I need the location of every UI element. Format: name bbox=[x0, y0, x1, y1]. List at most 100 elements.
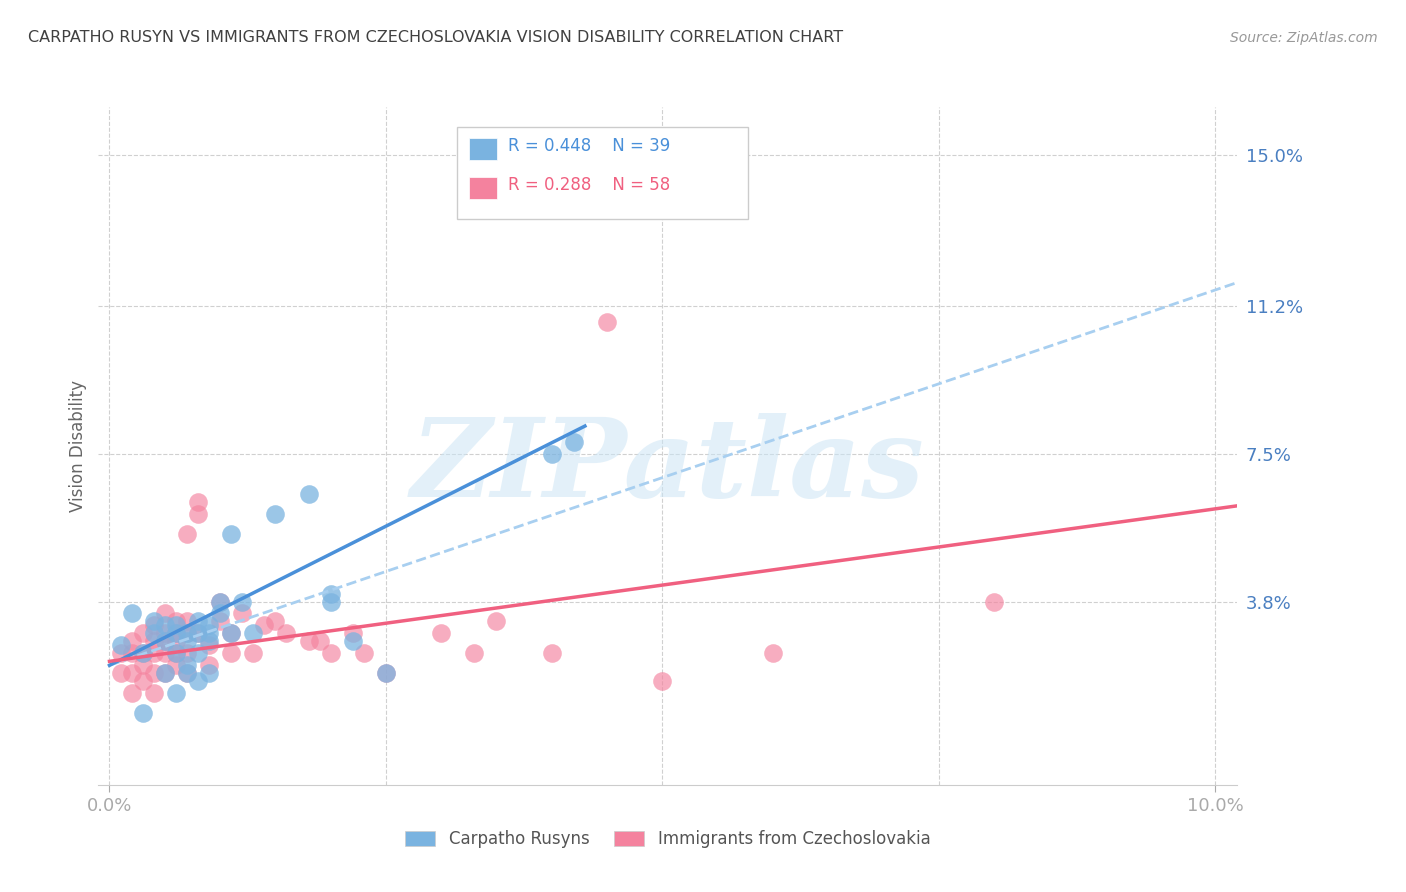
Point bbox=[762, 646, 785, 660]
Point bbox=[198, 634, 221, 648]
Point bbox=[264, 507, 287, 521]
Point bbox=[187, 615, 209, 629]
Point bbox=[121, 666, 143, 681]
Point bbox=[342, 626, 364, 640]
Point bbox=[242, 646, 264, 660]
Point bbox=[231, 594, 253, 608]
Point bbox=[540, 646, 562, 660]
Point bbox=[176, 666, 198, 681]
Text: R = 0.288    N = 58: R = 0.288 N = 58 bbox=[509, 176, 671, 194]
Point bbox=[374, 666, 396, 681]
Point bbox=[353, 646, 375, 660]
Point bbox=[165, 626, 187, 640]
Point bbox=[153, 626, 176, 640]
Point bbox=[131, 674, 153, 689]
Point bbox=[187, 646, 209, 660]
Point bbox=[142, 618, 165, 632]
Point bbox=[131, 646, 153, 660]
Point bbox=[219, 646, 242, 660]
Point bbox=[374, 666, 396, 681]
Point bbox=[430, 626, 453, 640]
Point bbox=[198, 626, 221, 640]
Point bbox=[187, 626, 209, 640]
Point bbox=[198, 639, 221, 653]
Point bbox=[209, 607, 232, 621]
Point bbox=[142, 634, 165, 648]
Point bbox=[319, 646, 342, 660]
Point bbox=[121, 607, 143, 621]
Point bbox=[176, 626, 198, 640]
Point bbox=[142, 646, 165, 660]
Bar bbox=[468, 138, 498, 160]
Point bbox=[209, 594, 232, 608]
Point bbox=[209, 615, 232, 629]
Point bbox=[187, 626, 209, 640]
Point bbox=[165, 646, 187, 660]
Point bbox=[242, 626, 264, 640]
Point bbox=[165, 634, 187, 648]
Point bbox=[176, 615, 198, 629]
Point bbox=[165, 615, 187, 629]
Point bbox=[297, 487, 319, 501]
Point bbox=[219, 526, 242, 541]
Point bbox=[176, 526, 198, 541]
Point bbox=[110, 666, 132, 681]
Point bbox=[142, 686, 165, 700]
Point bbox=[165, 686, 187, 700]
Point bbox=[187, 674, 209, 689]
Point bbox=[209, 594, 232, 608]
Point bbox=[596, 315, 619, 329]
Point bbox=[276, 626, 298, 640]
Point bbox=[121, 634, 143, 648]
Text: Source: ZipAtlas.com: Source: ZipAtlas.com bbox=[1230, 30, 1378, 45]
Point bbox=[651, 674, 673, 689]
Point bbox=[110, 639, 132, 653]
Point bbox=[198, 658, 221, 673]
Point bbox=[176, 634, 198, 648]
Point bbox=[153, 646, 176, 660]
Point bbox=[231, 607, 253, 621]
Point bbox=[485, 615, 508, 629]
Point bbox=[131, 658, 153, 673]
Y-axis label: Vision Disability: Vision Disability bbox=[69, 380, 87, 512]
Point bbox=[264, 615, 287, 629]
Point bbox=[142, 666, 165, 681]
Point bbox=[198, 618, 221, 632]
Point bbox=[176, 626, 198, 640]
Point bbox=[153, 634, 176, 648]
Point bbox=[165, 658, 187, 673]
Point bbox=[153, 618, 176, 632]
Point bbox=[187, 495, 209, 509]
Point bbox=[187, 507, 209, 521]
Point bbox=[176, 666, 198, 681]
Point bbox=[253, 618, 276, 632]
Point bbox=[121, 686, 143, 700]
Point bbox=[219, 626, 242, 640]
Legend: Carpatho Rusyns, Immigrants from Czechoslovakia: Carpatho Rusyns, Immigrants from Czechos… bbox=[398, 823, 938, 855]
Point bbox=[463, 646, 485, 660]
Point bbox=[176, 646, 198, 660]
Point bbox=[153, 634, 176, 648]
Point bbox=[165, 618, 187, 632]
Point bbox=[297, 634, 319, 648]
Text: CARPATHO RUSYN VS IMMIGRANTS FROM CZECHOSLOVAKIA VISION DISABILITY CORRELATION C: CARPATHO RUSYN VS IMMIGRANTS FROM CZECHO… bbox=[28, 29, 844, 45]
Point bbox=[110, 646, 132, 660]
Point bbox=[198, 666, 221, 681]
Point bbox=[153, 666, 176, 681]
FancyBboxPatch shape bbox=[457, 128, 748, 219]
Point bbox=[131, 646, 153, 660]
Point bbox=[308, 634, 330, 648]
Point bbox=[540, 447, 562, 461]
Point bbox=[176, 658, 198, 673]
Point bbox=[165, 626, 187, 640]
Point bbox=[319, 594, 342, 608]
Text: ZIPatlas: ZIPatlas bbox=[411, 413, 925, 520]
Bar bbox=[468, 177, 498, 199]
Point bbox=[165, 646, 187, 660]
Point bbox=[142, 626, 165, 640]
Point bbox=[219, 626, 242, 640]
Point bbox=[319, 586, 342, 600]
Point bbox=[142, 615, 165, 629]
Point bbox=[983, 594, 1005, 608]
Point bbox=[153, 666, 176, 681]
